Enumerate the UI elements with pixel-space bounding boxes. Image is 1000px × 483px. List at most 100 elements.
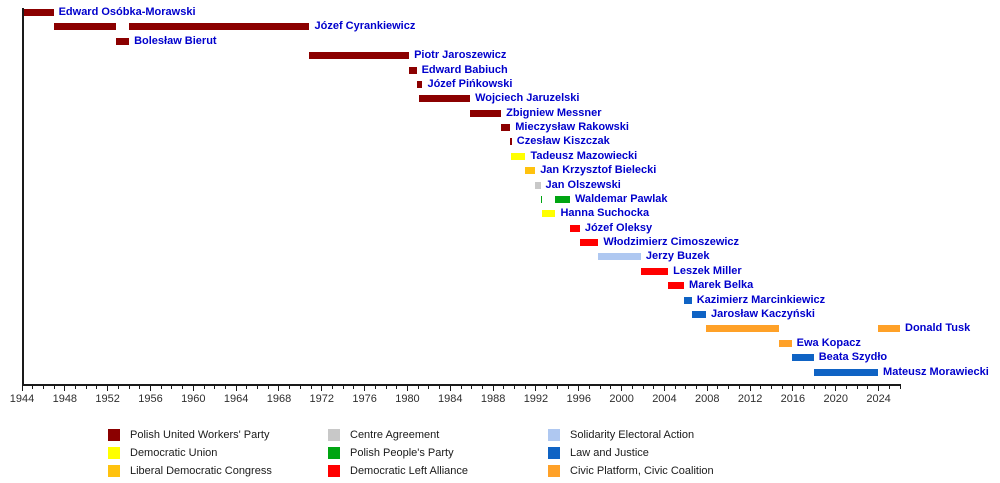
minor-tick: [503, 386, 505, 389]
legend-label: Centre Agreement: [350, 429, 440, 441]
pm-name-label[interactable]: Józef Oleksy: [584, 221, 653, 234]
major-tick: [107, 386, 109, 391]
major-tick: [235, 386, 237, 391]
minor-tick: [289, 386, 291, 389]
pm-name-label[interactable]: Kazimierz Marcinkiewicz: [696, 293, 826, 306]
pm-name-label[interactable]: Ewa Kopacz: [796, 336, 861, 349]
legend-label: Polish People's Party: [350, 447, 454, 459]
axis-tick-label: 1952: [95, 393, 120, 405]
pm-name-label[interactable]: Józef Cyrankiewicz: [314, 20, 416, 33]
minor-tick: [738, 386, 740, 389]
pm-name-label[interactable]: Józef Pińkowski: [427, 77, 513, 90]
axis-tick-label: 1956: [138, 393, 163, 405]
pm-name-label[interactable]: Tadeusz Mazowiecki: [530, 149, 638, 162]
axis-tick-label: 2024: [866, 393, 891, 405]
minor-tick: [342, 386, 344, 389]
term-bar: [510, 138, 512, 146]
pm-name-label[interactable]: Piotr Jaroszewicz: [414, 49, 507, 62]
term-bar: [419, 95, 471, 103]
minor-tick: [85, 386, 87, 389]
minor-tick: [856, 386, 858, 389]
plot-area: Edward Osóbka-Morawski Józef Cyrankiewicz…: [10, 6, 989, 405]
minor-tick: [171, 386, 173, 389]
minor-tick: [599, 386, 601, 389]
pm-name-label[interactable]: Jerzy Buzek: [645, 250, 710, 263]
x-axis-line: [22, 384, 901, 386]
axis-tick-label: 1996: [566, 393, 591, 405]
minor-tick: [631, 386, 633, 389]
pm-name-label[interactable]: Marek Belka: [689, 279, 754, 292]
minor-tick: [353, 386, 355, 389]
minor-tick: [203, 386, 205, 389]
legend-swatch: [548, 465, 560, 477]
pm-name-label[interactable]: Jan Krzysztof Bielecki: [540, 164, 657, 177]
term-bar: [791, 354, 814, 362]
major-tick: [149, 386, 151, 391]
axis-tick-label: 2004: [652, 393, 677, 405]
minor-tick: [224, 386, 226, 389]
term-bar: [409, 66, 417, 74]
minor-tick: [246, 386, 248, 389]
minor-tick: [428, 386, 430, 389]
pm-name-label[interactable]: Jan Olszewski: [545, 178, 621, 191]
minor-tick: [128, 386, 130, 389]
legend-swatch: [108, 429, 120, 441]
term-bar: [115, 37, 130, 45]
minor-tick: [299, 386, 301, 389]
major-tick: [321, 386, 323, 391]
minor-tick: [514, 386, 516, 389]
axis-tick-label: 2008: [695, 393, 720, 405]
pm-name-label[interactable]: Zbigniew Messner: [506, 106, 602, 119]
minor-tick: [117, 386, 119, 389]
axis-tick-label: 1960: [181, 393, 206, 405]
pm-name-label[interactable]: Edward Osóbka-Morawski: [58, 6, 196, 18]
minor-tick: [588, 386, 590, 389]
legend: Polish United Workers' Party Democratic U…: [0, 420, 1000, 483]
minor-tick: [674, 386, 676, 389]
term-bar: [416, 80, 423, 88]
axis-tick-label: 2012: [737, 393, 763, 405]
minor-tick: [267, 386, 269, 389]
term-bar: [501, 124, 511, 132]
legend-swatch: [548, 447, 560, 459]
minor-tick: [696, 386, 698, 389]
pm-name-label[interactable]: Jarosław Kaczyński: [710, 307, 815, 320]
major-tick: [535, 386, 537, 391]
minor-tick: [75, 386, 77, 389]
pm-name-label[interactable]: Beata Szydło: [818, 351, 888, 364]
pm-name-label[interactable]: Bolesław Bierut: [134, 34, 217, 47]
minor-tick: [385, 386, 387, 389]
minor-tick: [139, 386, 141, 389]
pm-name-label[interactable]: Mieczysław Rakowski: [515, 121, 629, 134]
term-bar: [705, 325, 780, 333]
minor-tick: [471, 386, 473, 389]
term-bar: [525, 167, 536, 175]
pm-name-label[interactable]: Czesław Kiszczak: [516, 135, 610, 148]
term-bar: [640, 267, 669, 275]
legend-swatch: [328, 447, 340, 459]
minor-tick: [524, 386, 526, 389]
pm-name-label[interactable]: Leszek Miller: [673, 264, 742, 277]
pm-name-label[interactable]: Włodzimierz Cimoszewicz: [603, 236, 740, 249]
major-tick: [449, 386, 451, 391]
minor-tick: [310, 386, 312, 389]
legend-label: Solidarity Electoral Action: [570, 429, 695, 441]
pm-name-label[interactable]: Wojciech Jaruzelski: [475, 92, 580, 105]
major-tick: [64, 386, 66, 391]
major-tick: [749, 386, 751, 391]
pm-name-label[interactable]: Waldemar Pawlak: [575, 192, 668, 205]
term-bar: [24, 9, 54, 16]
legend-swatch: [548, 429, 560, 441]
pm-name-label[interactable]: Donald Tusk: [905, 322, 971, 335]
pm-name-label[interactable]: Edward Babiuch: [421, 63, 508, 76]
minor-tick: [867, 386, 869, 389]
term-bar: [668, 282, 685, 290]
minor-tick: [845, 386, 847, 389]
minor-tick: [460, 386, 462, 389]
minor-tick: [567, 386, 569, 389]
pm-name-label[interactable]: Mateusz Morawiecki: [883, 365, 989, 378]
term-bar: [684, 296, 692, 304]
major-tick: [278, 386, 280, 391]
pm-name-label[interactable]: Hanna Suchocka: [560, 207, 650, 220]
